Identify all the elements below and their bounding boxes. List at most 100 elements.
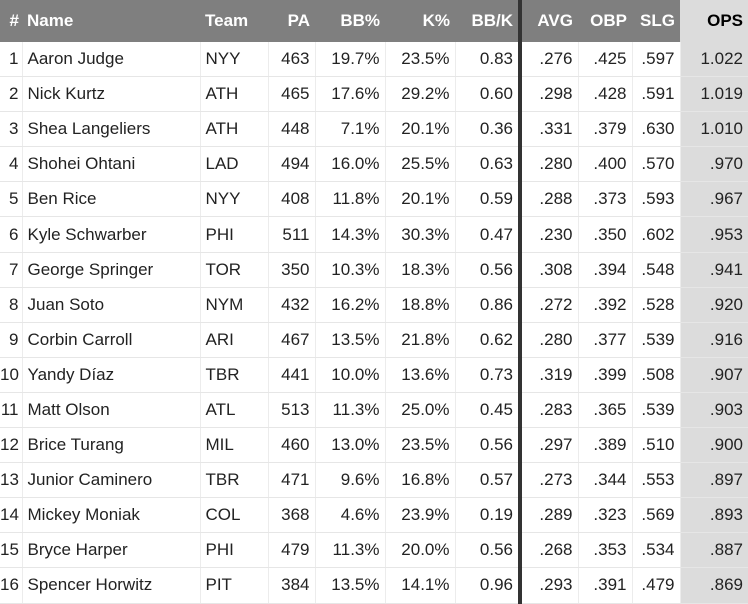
pa-cell: 513 [267,392,315,429]
rank-cell: 4 [0,146,22,183]
pa-cell: 384 [267,567,315,604]
table-row: 8 Juan Soto NYM 432 16.2% 18.8% 0.86.272.392.5… [0,287,748,323]
rank-cell: 11 [0,392,22,429]
table-body: 1 Aaron Judge NYY 463 19.7% 23.5% 0.83.276.425… [0,42,748,604]
rank-cell: 13 [0,462,22,499]
team-cell: TBR [199,462,268,499]
slg-cell: .539 [631,322,680,358]
pa-cell: 408 [267,181,315,218]
bb-k-cell: 0.56 [454,252,520,288]
rank-cell: 3 [0,111,22,148]
obp-cell: .399 [577,357,632,393]
table-row: 10 Yandy Díaz TBR 441 10.0% 13.6% 0.73.319.399… [0,357,748,393]
k-pct-cell: 20.1% [384,111,455,148]
pa-cell: 432 [267,287,315,323]
table-row: 16 Spencer Horwitz PIT 384 13.5% 14.1% 0.96.29… [0,567,748,604]
k-pct-cell: 25.0% [384,392,455,429]
table-row: 3 Shea Langeliers ATH 448 7.1% 20.1% 0.36.331.… [0,111,748,148]
ops-cell: .953 [679,216,748,253]
ops-cell: .903 [679,392,748,429]
table-row: 13 Junior Caminero TBR 471 9.6% 16.8% 0.57.273… [0,462,748,499]
table-row: 6 Kyle Schwarber PHI 511 14.3% 30.3% 0.47.230.… [0,216,748,253]
k-pct-cell: 20.0% [384,532,455,569]
pa-cell: 448 [267,111,315,148]
obp-cell: .350 [577,216,632,253]
player-name-cell: Juan Soto [21,287,200,323]
team-cell: NYY [199,181,268,218]
bb-k-cell: 0.56 [454,532,520,569]
rank-cell: 6 [0,216,22,253]
bb-pct-cell: 17.6% [314,76,385,113]
bb-pct-cell: 11.3% [314,532,385,569]
avg-cell: .276 [518,42,578,78]
obp-cell: .428 [577,76,632,113]
ops-cell: .900 [679,427,748,464]
k-pct-cell: 23.9% [384,497,455,534]
avg-cell: .288 [518,181,578,218]
slg-cell: .528 [631,287,680,323]
slg-cell: .602 [631,216,680,253]
bb-pct-cell: 10.3% [314,252,385,288]
rank-cell: 2 [0,76,22,113]
pa-cell: 467 [267,322,315,358]
obp-cell: .344 [577,462,632,499]
bb-k-cell: 0.36 [454,111,520,148]
team-cell: ATH [199,76,268,113]
pa-cell: 463 [267,42,315,78]
rank-cell: 15 [0,532,22,569]
bb-k-cell: 0.83 [454,42,520,78]
team-cell: PHI [199,216,268,253]
obp-cell: .379 [577,111,632,148]
header-cell: PA [268,0,315,42]
rank-cell: 8 [0,287,22,323]
avg-cell: .230 [518,216,578,253]
ops-cell: .897 [679,462,748,499]
player-name-cell: Ben Rice [21,181,200,218]
avg-cell: .280 [518,322,578,358]
player-name-cell: Shohei Ohtani [21,146,200,183]
avg-cell: .273 [518,462,578,499]
slg-cell: .597 [631,42,680,78]
player-name-cell: Junior Caminero [21,462,200,499]
player-name-cell: Kyle Schwarber [21,216,200,253]
avg-cell: .331 [518,111,578,148]
ops-cell: .893 [679,497,748,534]
obp-cell: .373 [577,181,632,218]
slg-cell: .630 [631,111,680,148]
rank-cell: 5 [0,181,22,218]
slg-cell: .593 [631,181,680,218]
bb-pct-cell: 4.6% [314,497,385,534]
ops-cell: .970 [679,146,748,183]
header-cell: Team [200,0,268,42]
ops-cell: .941 [679,252,748,288]
bb-pct-cell: 19.7% [314,42,385,78]
table-row: 2 Nick Kurtz ATH 465 17.6% 29.2% 0.60.298.428.… [0,76,748,113]
pa-cell: 460 [267,427,315,464]
ops-cell: .920 [679,287,748,323]
player-name-cell: Matt Olson [21,392,200,429]
obp-cell: .389 [577,427,632,464]
pa-cell: 441 [267,357,315,393]
header-cell: BB% [315,0,385,42]
bb-k-cell: 0.59 [454,181,520,218]
team-cell: PHI [199,532,268,569]
header-cell: K% [385,0,455,42]
obp-cell: .323 [577,497,632,534]
slg-cell: .510 [631,427,680,464]
k-pct-cell: 23.5% [384,42,455,78]
table-row: 15 Bryce Harper PHI 479 11.3% 20.0% 0.56.268.3… [0,532,748,569]
rank-cell: 16 [0,567,22,604]
bb-k-cell: 0.56 [454,427,520,464]
slg-cell: .508 [631,357,680,393]
team-cell: NYM [199,287,268,323]
header-cell: AVG [518,0,578,42]
ops-cell: .916 [679,322,748,358]
bb-pct-cell: 7.1% [314,111,385,148]
slg-cell: .534 [631,532,680,569]
avg-cell: .319 [518,357,578,393]
bb-pct-cell: 16.2% [314,287,385,323]
obp-cell: .394 [577,252,632,288]
pa-cell: 368 [267,497,315,534]
team-cell: TOR [199,252,268,288]
